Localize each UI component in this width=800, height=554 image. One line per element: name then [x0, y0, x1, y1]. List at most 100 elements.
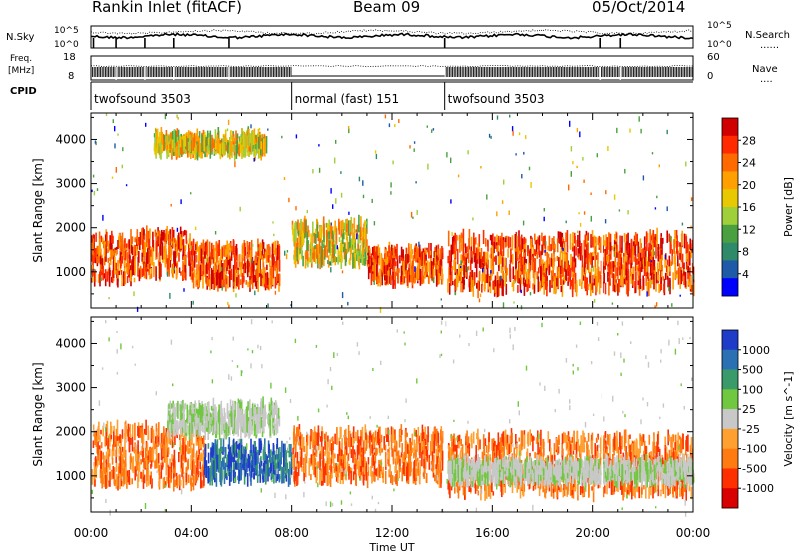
echo-mark	[685, 236, 688, 254]
echo-mark	[272, 265, 275, 279]
echo-mark	[250, 142, 253, 155]
echo-mark	[211, 248, 214, 260]
echo-mark	[377, 272, 379, 287]
echo-mark	[229, 241, 232, 253]
echo-mark	[142, 238, 145, 254]
echo-mark	[645, 231, 648, 245]
echo-mark	[602, 235, 605, 246]
echo-mark	[542, 237, 544, 253]
echo-mark	[516, 269, 518, 280]
echo-mark	[681, 253, 684, 268]
echo-mark	[138, 237, 140, 246]
echo-mark	[529, 476, 532, 489]
echo-mark	[375, 468, 377, 476]
echo-mark	[272, 253, 274, 268]
echo-mark	[111, 244, 113, 260]
echo-mark	[271, 254, 273, 272]
echo-mark	[500, 275, 502, 281]
echo-mark	[366, 218, 368, 234]
echo-mark	[138, 427, 140, 438]
echo-mark	[135, 451, 137, 462]
echo-mark	[482, 229, 485, 244]
echo-mark	[517, 285, 519, 293]
echo-mark	[486, 261, 489, 278]
echo-mark	[121, 446, 124, 453]
echo-mark	[295, 206, 297, 211]
echo-mark	[97, 455, 99, 461]
echo-mark	[272, 241, 275, 259]
echo-mark	[135, 245, 138, 251]
echo-mark	[309, 435, 312, 450]
echo-mark	[125, 184, 128, 187]
echo-mark	[262, 449, 265, 460]
echo-mark	[113, 479, 116, 486]
echo-mark	[365, 246, 368, 252]
echo-mark	[598, 278, 601, 295]
echo-mark	[337, 247, 339, 263]
echo-mark	[250, 450, 253, 457]
echo-mark	[257, 136, 260, 149]
echo-mark	[610, 249, 612, 260]
echo-mark	[252, 444, 254, 453]
echo-mark	[421, 452, 423, 467]
echo-mark	[448, 267, 450, 282]
echo-mark	[347, 425, 350, 440]
echo-mark	[359, 244, 362, 257]
echo-mark	[192, 272, 195, 289]
echo-mark	[463, 256, 466, 265]
echo-mark	[288, 474, 291, 479]
echo-mark	[469, 274, 471, 283]
echo-mark	[678, 267, 681, 279]
echo-mark	[439, 444, 441, 452]
echo-mark	[634, 240, 637, 256]
echo-mark	[543, 216, 545, 222]
echo-mark	[242, 242, 244, 259]
echo-mark	[161, 231, 164, 241]
echo-mark	[529, 262, 531, 272]
echo-mark	[281, 135, 283, 139]
echo-mark	[423, 466, 426, 479]
echo-mark	[634, 455, 637, 466]
echo-mark	[297, 219, 299, 234]
echo-mark	[206, 146, 209, 153]
echo-mark	[596, 153, 598, 158]
echo-mark	[214, 439, 217, 453]
echo-mark	[422, 444, 424, 451]
echo-mark	[203, 134, 205, 152]
echo-mark	[330, 447, 333, 464]
echo-mark	[134, 245, 137, 257]
echo-mark	[373, 461, 376, 479]
echo-mark	[200, 263, 203, 275]
echo-mark	[218, 272, 220, 289]
echo-mark	[276, 476, 279, 481]
echo-mark	[128, 239, 130, 250]
echo-mark	[388, 260, 391, 268]
echo-mark	[165, 481, 167, 487]
echo-mark	[242, 263, 244, 270]
echo-mark	[232, 469, 235, 481]
echo-mark	[631, 485, 633, 500]
echo-mark	[502, 302, 505, 308]
echo-mark	[344, 429, 346, 446]
echo-mark	[149, 275, 151, 280]
echo-mark	[545, 274, 547, 290]
echo-mark	[441, 268, 443, 285]
echo-mark	[209, 251, 211, 263]
echo-mark	[134, 442, 136, 454]
echo-mark	[245, 132, 248, 149]
echo-mark	[458, 271, 460, 276]
echo-mark	[198, 270, 200, 287]
echo-mark	[338, 237, 341, 242]
echo-mark	[252, 130, 255, 145]
echo-mark	[318, 253, 320, 264]
echo-mark	[184, 264, 186, 273]
echo-mark	[157, 260, 160, 266]
echo-mark	[496, 271, 499, 280]
echo-mark	[382, 257, 384, 273]
echo-mark	[159, 238, 161, 251]
echo-mark	[362, 471, 365, 486]
echo-mark	[360, 253, 362, 260]
echo-mark	[538, 281, 541, 292]
echo-mark	[538, 235, 541, 246]
echo-mark	[282, 467, 284, 484]
